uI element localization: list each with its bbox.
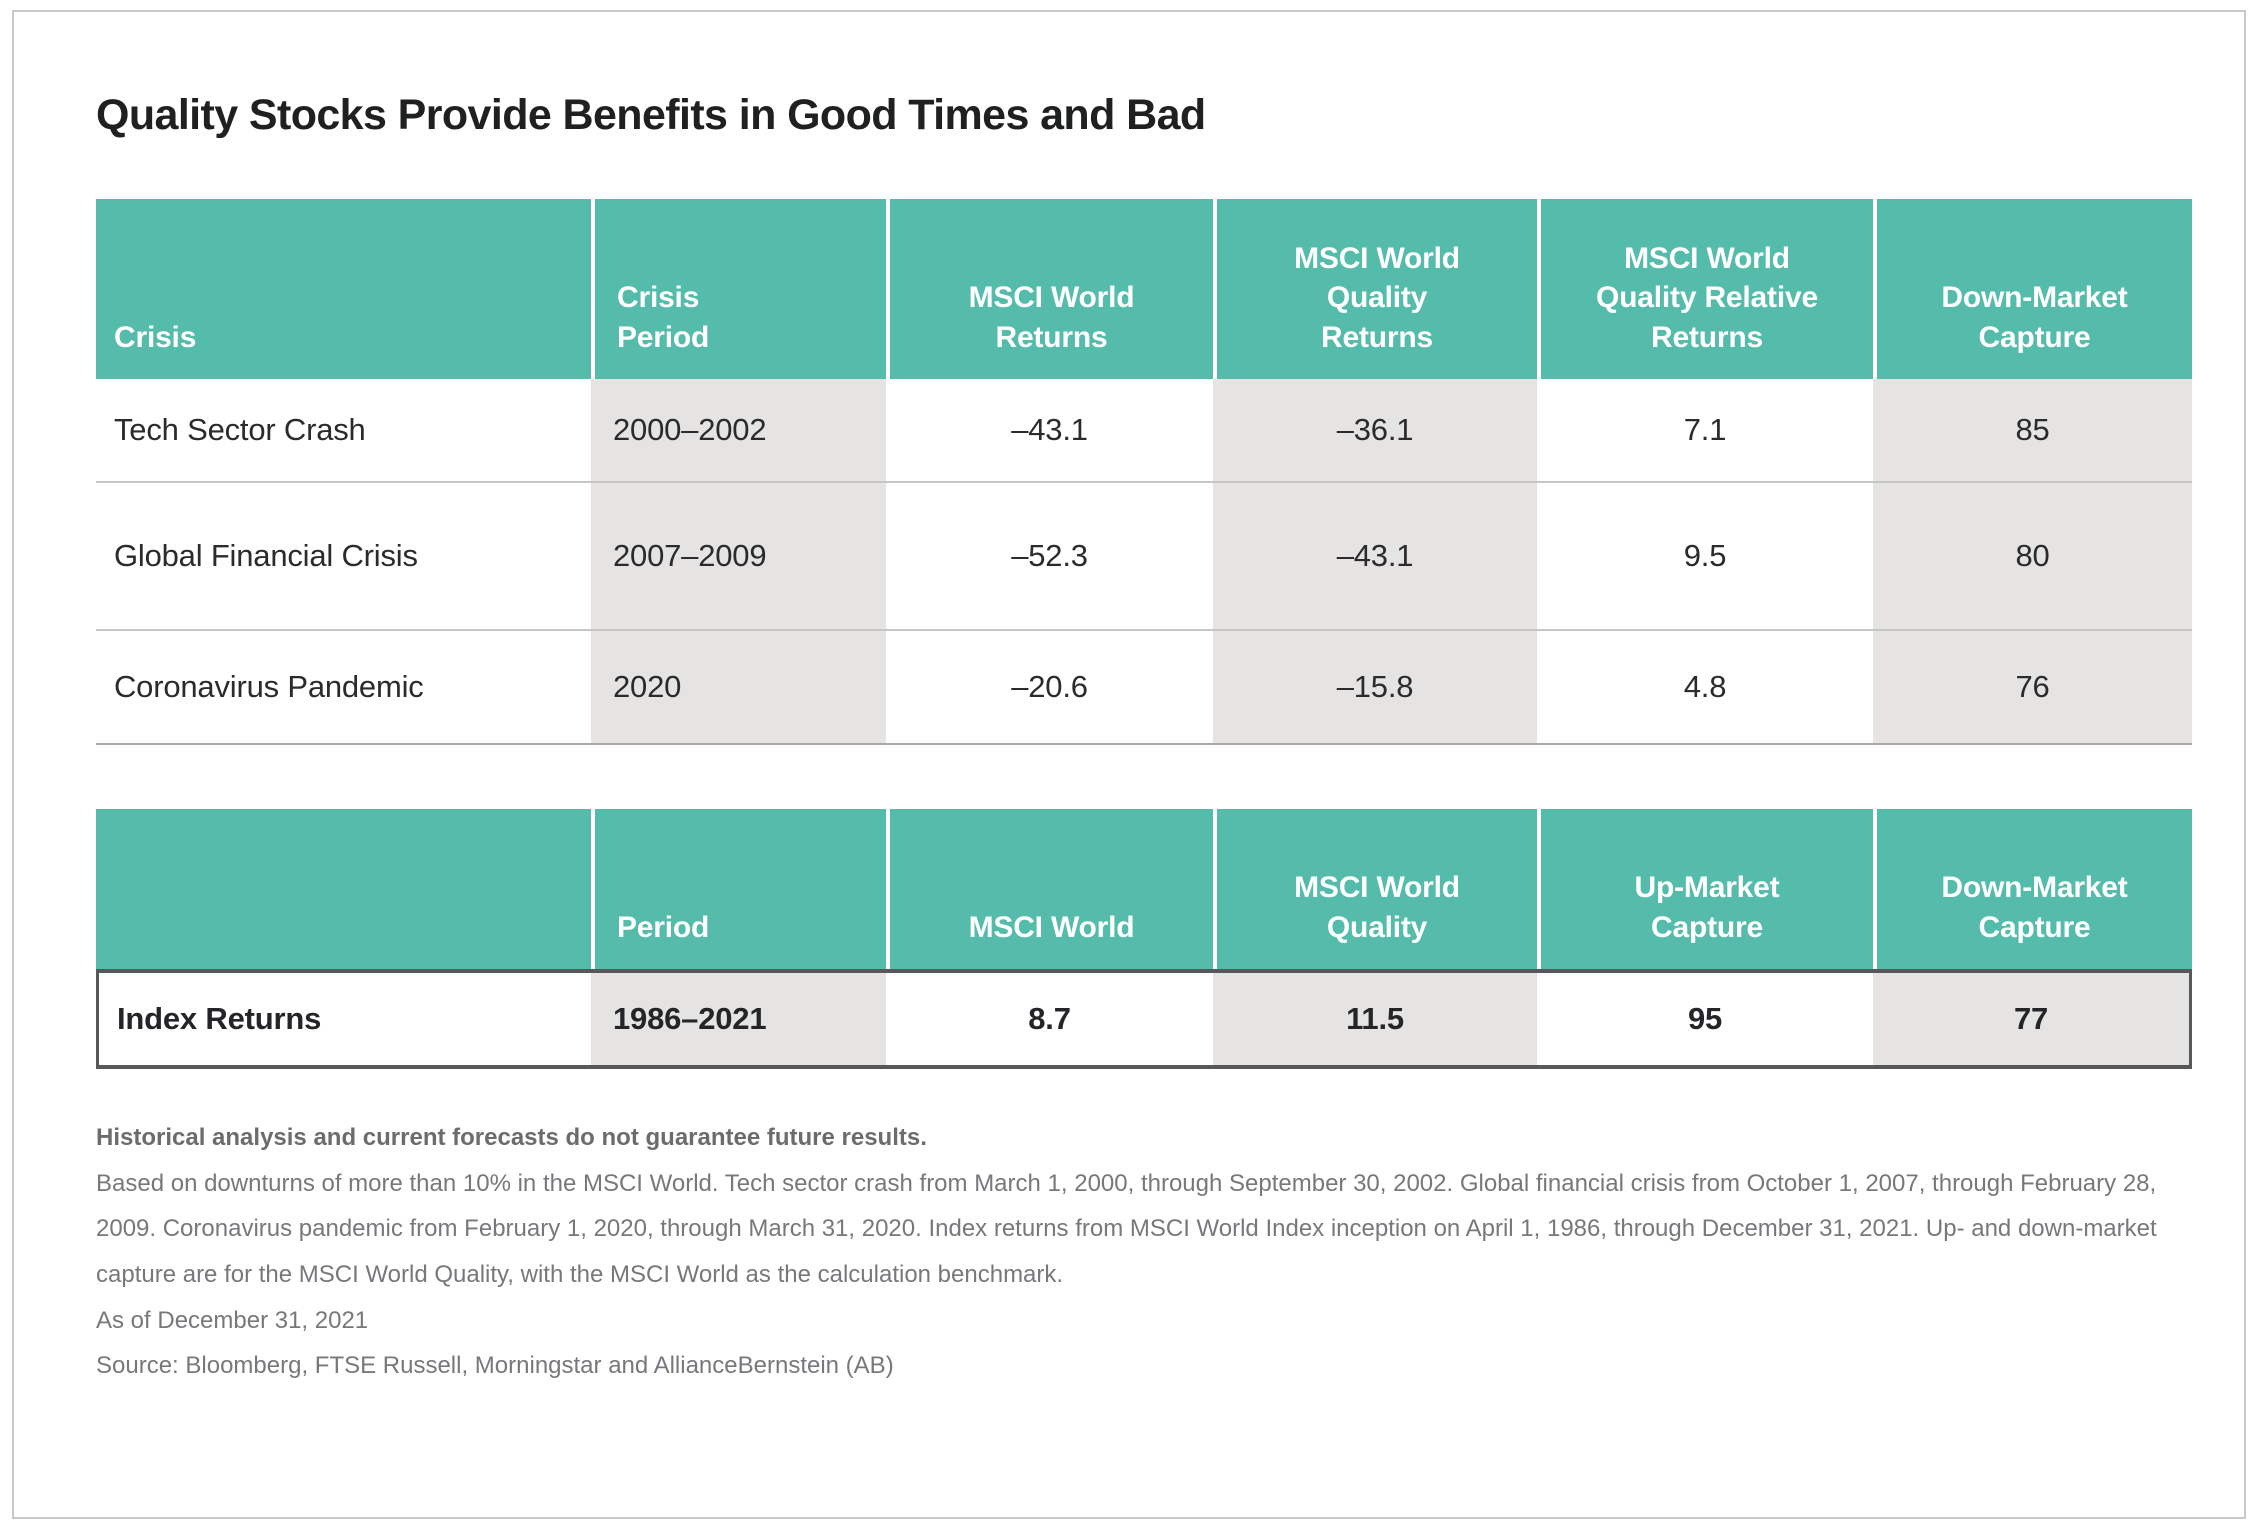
table-row: Global Financial Crisis 2007–2009 –52.3 … [96,481,2192,630]
cell-msci-world-quality: 11.5 [1213,969,1537,1070]
cell-quality-relative-returns: 7.1 [1683,412,1727,448]
as-of-date: As of December 31, 2021 [96,1306,369,1334]
cell-msci-world-returns: –43.1 [1011,412,1088,448]
exhibit: Quality Stocks Provide Benefits in Good … [96,0,2192,1389]
cell-msci-world-quality-returns: –43.1 [1213,481,1537,630]
crisis-table: Crisis Crisis Period MSCI World Returns … [96,199,2192,746]
cell-up-market-capture: 95 [1537,969,1873,1070]
index-returns-row: Index Returns 1986–2021 8.7 11.5 95 77 [96,969,2192,1070]
cell-crisis-period: 2007–2009 [591,481,886,630]
header-msci-world-quality-relative-returns: MSCI World Quality Relative Returns [1537,199,1873,380]
header-crisis-period: Crisis Period [591,199,886,380]
cell-msci-world: 8.7 [886,969,1213,1070]
header-msci-world-returns: MSCI World Returns [886,199,1213,380]
cell-down-market-capture: 85 [1873,379,2192,482]
cell-period: 1986–2021 [591,969,886,1070]
cell-crisis-name: Tech Sector Crash [114,412,366,448]
header-blank [96,809,591,970]
header-period: Period [591,809,886,970]
table-row: Tech Sector Crash 2000–2002 –43.1 –36.1 … [96,379,2192,482]
cell-down-market-capture: 77 [1873,969,2192,1070]
header-msci-world-quality: MSCI World Quality [1213,809,1537,970]
cell-crisis-period: 2000–2002 [591,379,886,482]
table-row: Coronavirus Pandemic 2020 –20.6 –15.8 4.… [96,629,2192,746]
index-table-header-row: Period MSCI World MSCI World Quality Up-… [96,809,2192,970]
cell-quality-relative-returns: 9.5 [1537,481,1873,629]
cell-down-market-capture: 76 [1873,629,2192,746]
header-up-market-capture: Up-Market Capture [1537,809,1873,970]
cell-msci-world-quality-returns: –15.8 [1213,629,1537,746]
cell-row-label: Index Returns [96,969,591,1070]
header-msci-world: MSCI World [886,809,1213,970]
header-msci-world-quality-returns: MSCI World Quality Returns [1213,199,1537,380]
methodology-note: Based on downturns of more than 10% in t… [96,1169,2157,1289]
cell-msci-world-quality-returns: –36.1 [1213,379,1537,482]
cell-down-market-capture: 80 [1873,481,2192,630]
cell-quality-relative-returns: 4.8 [1537,629,1873,746]
header-down-market-capture: Down-Market Capture [1873,809,2192,970]
cell-msci-world-returns: –20.6 [886,629,1213,746]
cell-msci-world-returns: –52.3 [886,481,1213,629]
header-down-market-capture: Down-Market Capture [1873,199,2192,380]
cell-crisis-name: Global Financial Crisis [96,481,591,629]
index-returns-table: Period MSCI World MSCI World Quality Up-… [96,809,2192,1070]
disclaimer-text: Historical analysis and current forecast… [96,1124,927,1152]
crisis-table-header-row: Crisis Crisis Period MSCI World Returns … [96,199,2192,380]
footnotes: Historical analysis and current forecast… [96,1115,2192,1389]
source-line: Source: Bloomberg, FTSE Russell, Morning… [96,1352,894,1380]
cell-crisis-name: Coronavirus Pandemic [96,629,591,746]
header-crisis: Crisis [96,199,591,380]
chart-title: Quality Stocks Provide Benefits in Good … [96,91,1206,139]
cell-crisis-period: 2020 [591,629,886,746]
